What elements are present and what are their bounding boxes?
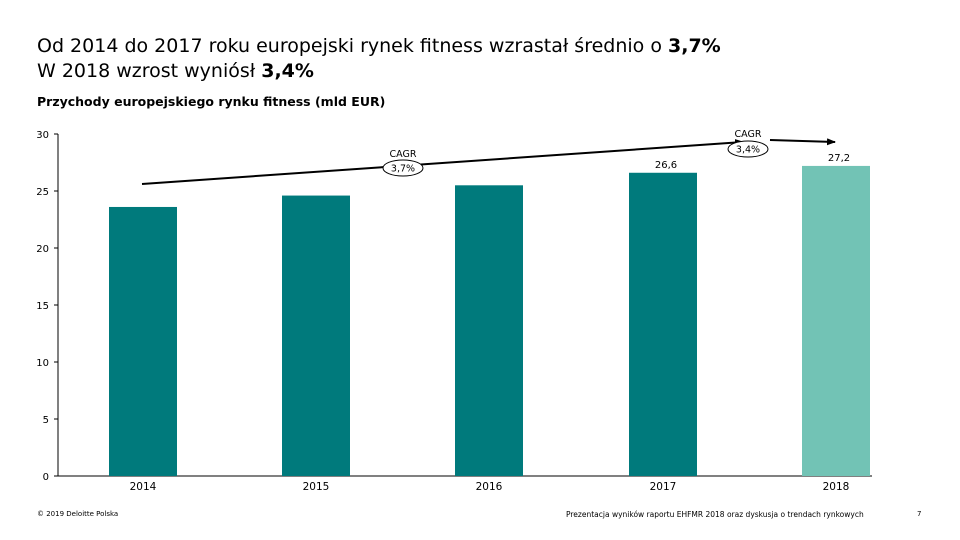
bars [109, 165, 870, 477]
bar-2016 [455, 185, 523, 477]
page-title: Od 2014 do 2017 roku europejski rynek fi… [37, 34, 721, 84]
headline-cagr-value: 3,7% [668, 35, 721, 57]
headline-growth-value: 3,4% [261, 60, 314, 82]
bar-2014 [109, 206, 177, 476]
cagr-label: CAGR [735, 129, 762, 140]
y-tick-label: 15 [36, 301, 49, 312]
cagr-badge [382, 159, 424, 177]
cagr-value: 3,7% [391, 164, 415, 175]
bar-2018 [802, 165, 870, 477]
cagr-badge [727, 140, 769, 158]
cagr-arrow-2014-2017 [141, 139, 744, 185]
page-number: 7 [917, 510, 922, 518]
headline-line1: Od 2014 do 2017 roku europejski rynek fi… [37, 35, 721, 57]
bar-2015 [282, 195, 350, 476]
cagr-value: 3,4% [736, 145, 760, 156]
chart-title: Przychody europejskiego rynku fitness (m… [37, 94, 386, 109]
copyright: © 2019 Deloitte Polska [37, 510, 119, 518]
cagr-arrow-2017-2018 [769, 138, 836, 146]
data-label-2018: 27,2 [828, 153, 850, 164]
cagr-annotations: CAGR 3,7% CAGR 3,4% [141, 129, 836, 185]
y-tick-label: 30 [36, 130, 49, 141]
x-tick-label-2014: 2014 [130, 481, 157, 493]
x-tick-label-2015: 2015 [303, 481, 330, 493]
y-tick-label: 25 [36, 187, 49, 198]
headline-line2: W 2018 wzrost wyniósł 3,4% [37, 60, 314, 82]
x-tick-label-2018: 2018 [823, 481, 850, 493]
y-tick-label: 20 [36, 244, 49, 255]
y-tick-label: 10 [36, 358, 49, 369]
footer-source: Prezentacja wyników raportu EHFMR 2018 o… [566, 510, 864, 519]
x-tick-label-2016: 2016 [476, 481, 503, 493]
data-labels: 26,6 27,2 [655, 153, 850, 171]
data-label-2017: 26,6 [655, 160, 677, 171]
y-tick-label: 5 [43, 415, 49, 426]
x-axis: 2014 2015 2016 2017 2018 [130, 481, 850, 493]
bar-2017 [629, 172, 697, 476]
cagr-label: CAGR [390, 149, 417, 160]
x-tick-label-2017: 2017 [650, 481, 677, 493]
y-tick-label: 0 [43, 472, 49, 483]
